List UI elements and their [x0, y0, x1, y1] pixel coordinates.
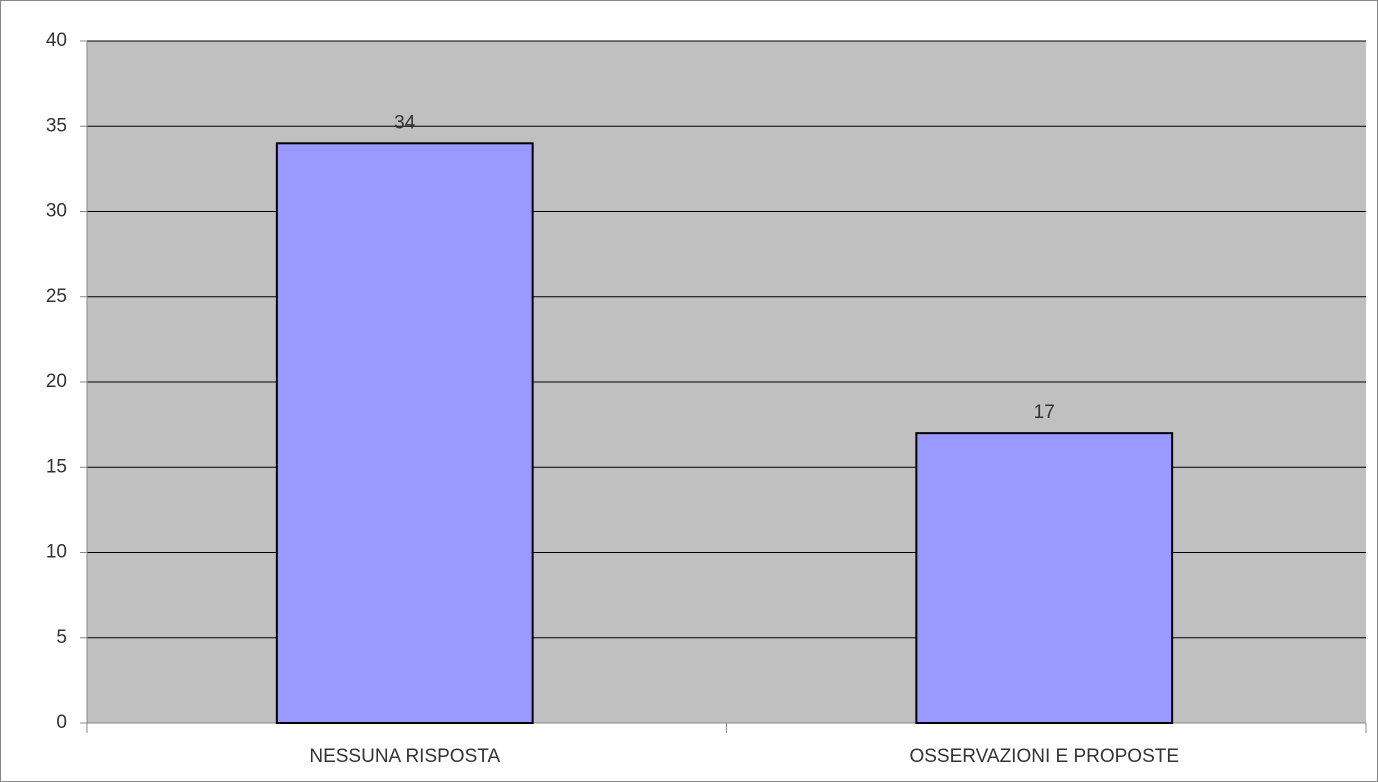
data-label: 17 [1034, 402, 1055, 423]
bar [915, 432, 1174, 724]
y-tick-label: 30 [46, 201, 67, 222]
y-tick-label: 40 [46, 30, 67, 51]
y-tick-label: 0 [56, 712, 67, 733]
x-tick-label: NESSUNA RISPOSTA [309, 746, 500, 767]
x-tick-label: OSSERVAZIONI E PROPOSTE [909, 746, 1179, 767]
data-label: 34 [394, 112, 416, 133]
y-tick-label: 35 [46, 115, 67, 136]
y-tick-label: 10 [46, 542, 67, 563]
bar [275, 142, 534, 725]
y-tick-label: 25 [46, 286, 67, 307]
y-tick-label: 20 [46, 371, 67, 392]
y-tick-label: 5 [56, 627, 67, 648]
y-tick-label: 15 [46, 456, 67, 477]
